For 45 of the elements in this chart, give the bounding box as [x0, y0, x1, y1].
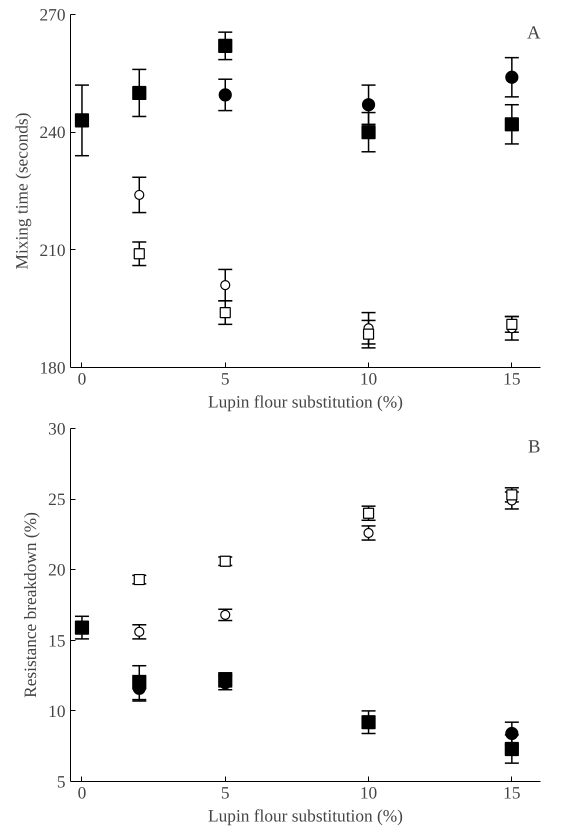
point: [132, 86, 146, 100]
point: [74, 113, 90, 128]
point: [134, 190, 144, 200]
point: [506, 318, 518, 330]
point: [218, 38, 232, 53]
point: [218, 88, 232, 102]
annotation: A: [527, 22, 542, 44]
point: [220, 280, 230, 290]
point: [504, 742, 519, 756]
x-tick-label: 0: [78, 784, 86, 802]
point: [504, 117, 519, 132]
y-axis-title: Resistance breakdown (%): [21, 512, 40, 698]
y-tick-label: 270: [40, 6, 66, 24]
y-tick-label: 20: [48, 560, 66, 580]
point: [362, 328, 374, 340]
y-tick-label: 240: [40, 123, 66, 142]
y-tick-label: 210: [40, 240, 66, 260]
point: [505, 70, 518, 84]
x-axis-title: Lupin flour substitution (%): [208, 392, 404, 412]
x-axis-title: Lupin flour substitution (%): [208, 806, 404, 826]
y-axis-title: Mixing time (seconds): [12, 112, 32, 270]
y-tick-label: 15: [48, 631, 66, 650]
point: [74, 620, 90, 635]
y-tick-label: 30: [48, 420, 66, 438]
point: [134, 626, 144, 637]
point: [362, 98, 376, 112]
x-tick-label: 10: [360, 784, 378, 802]
annotation: B: [528, 436, 541, 458]
x-tick-label: 5: [220, 370, 230, 388]
y-tick-label: 10: [48, 702, 66, 721]
y-tick-label: 25: [48, 490, 66, 510]
point: [220, 556, 231, 567]
x-tick-label: 15: [503, 370, 521, 388]
point: [220, 306, 231, 318]
x-tick-label: 10: [360, 370, 378, 388]
x-tick-label: 15: [503, 784, 521, 802]
x-tick-label: 5: [220, 784, 230, 802]
point: [134, 574, 145, 586]
point: [361, 125, 376, 140]
point: [505, 726, 518, 740]
y-tick-label: 180: [40, 358, 66, 378]
x-tick-label: 0: [78, 370, 86, 388]
point: [134, 248, 145, 260]
point: [361, 715, 376, 730]
point: [220, 610, 230, 620]
